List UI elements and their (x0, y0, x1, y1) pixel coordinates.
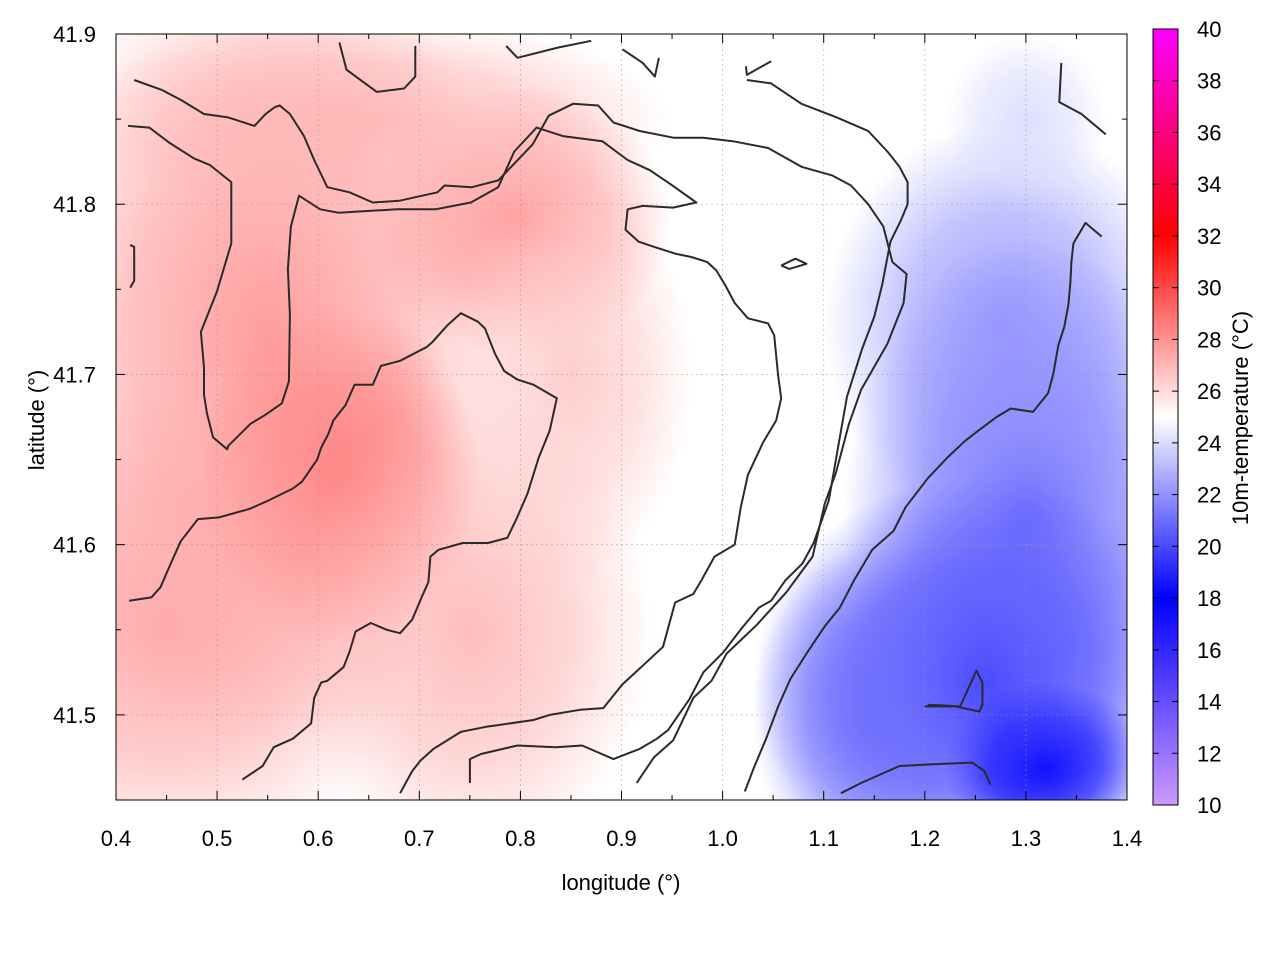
contour-line (338, 42, 417, 93)
x-tick-label: 1.1 (808, 826, 839, 851)
contour-line (744, 60, 772, 76)
colorbar-tick-label: 30 (1197, 276, 1221, 301)
x-tick-label: 0.7 (404, 826, 435, 851)
heatmap (116, 34, 1127, 800)
x-axis-ticks: 0.4 0.5 0.6 0.7 0.8 0.9 1.0 1.1 1.2 1.3 1.4 (101, 34, 1143, 851)
x-tick-label: 1.0 (707, 826, 738, 851)
x-tick-label: 0.9 (606, 826, 637, 851)
grid (116, 34, 1127, 800)
contour-line (780, 257, 808, 270)
heatmap-cell (116, 34, 672, 222)
colorbar-ticks: 10 12 14 16 18 20 22 24 26 28 30 32 34 36 38 40 (1153, 17, 1221, 818)
x-axis-label: longitude (°) (562, 870, 681, 895)
x-tick-label: 0.5 (202, 826, 233, 851)
y-tick-label: 41.8 (53, 192, 96, 217)
contour-line (468, 79, 909, 783)
y-tick-label: 41.7 (53, 362, 96, 387)
y-axis-label: latitude (°) (24, 370, 49, 471)
heatmap-cell (752, 544, 996, 800)
contour-line (743, 221, 1103, 792)
colorbar-tick-label: 16 (1197, 638, 1221, 663)
contour-line (924, 669, 984, 713)
contour-lines (128, 39, 1107, 795)
colorbar-tick-label: 18 (1197, 586, 1221, 611)
colorbar-tick-label: 32 (1197, 224, 1221, 249)
contour-line (840, 761, 992, 795)
y-tick-label: 41.5 (53, 703, 96, 728)
contour-line (621, 48, 660, 78)
colorbar-tick-label: 38 (1197, 69, 1221, 94)
colorbar-tick-label: 28 (1197, 327, 1221, 352)
x-tick-label: 0.4 (101, 826, 132, 851)
x-tick-label: 1.4 (1112, 826, 1143, 851)
colorbar-tick-label: 20 (1197, 534, 1221, 559)
x-tick-label: 1.3 (1011, 826, 1042, 851)
colorbar-tick-label: 40 (1197, 17, 1221, 42)
colorbar-tick-label: 14 (1197, 690, 1221, 715)
y-axis-ticks: 41.5 41.6 41.7 41.8 41.9 (53, 22, 1127, 801)
colorbar-tick-label: 34 (1197, 172, 1221, 197)
colorbar (1152, 28, 1179, 806)
colorbar-tick-label: 36 (1197, 120, 1221, 145)
x-tick-label: 1.2 (910, 826, 941, 851)
colorbar-tick-label: 26 (1197, 379, 1221, 404)
colorbar-tick-label: 12 (1197, 741, 1221, 766)
contour-line (1058, 62, 1107, 136)
y-tick-label: 41.9 (53, 22, 96, 47)
x-tick-label: 0.6 (303, 826, 334, 851)
heatmap-cell (449, 170, 693, 579)
y-tick-label: 41.6 (53, 533, 96, 558)
colorbar-tick-label: 10 (1197, 793, 1221, 818)
x-tick-label: 0.8 (505, 826, 536, 851)
colorbar-label: 10m-temperature (°C) (1228, 311, 1253, 525)
contour-line (129, 244, 136, 289)
contour-line (128, 124, 783, 794)
colorbar-tick-label: 22 (1197, 483, 1221, 508)
contour-line (505, 39, 592, 59)
contour-line (128, 312, 558, 781)
colorbar-tick-label: 24 (1197, 431, 1221, 456)
